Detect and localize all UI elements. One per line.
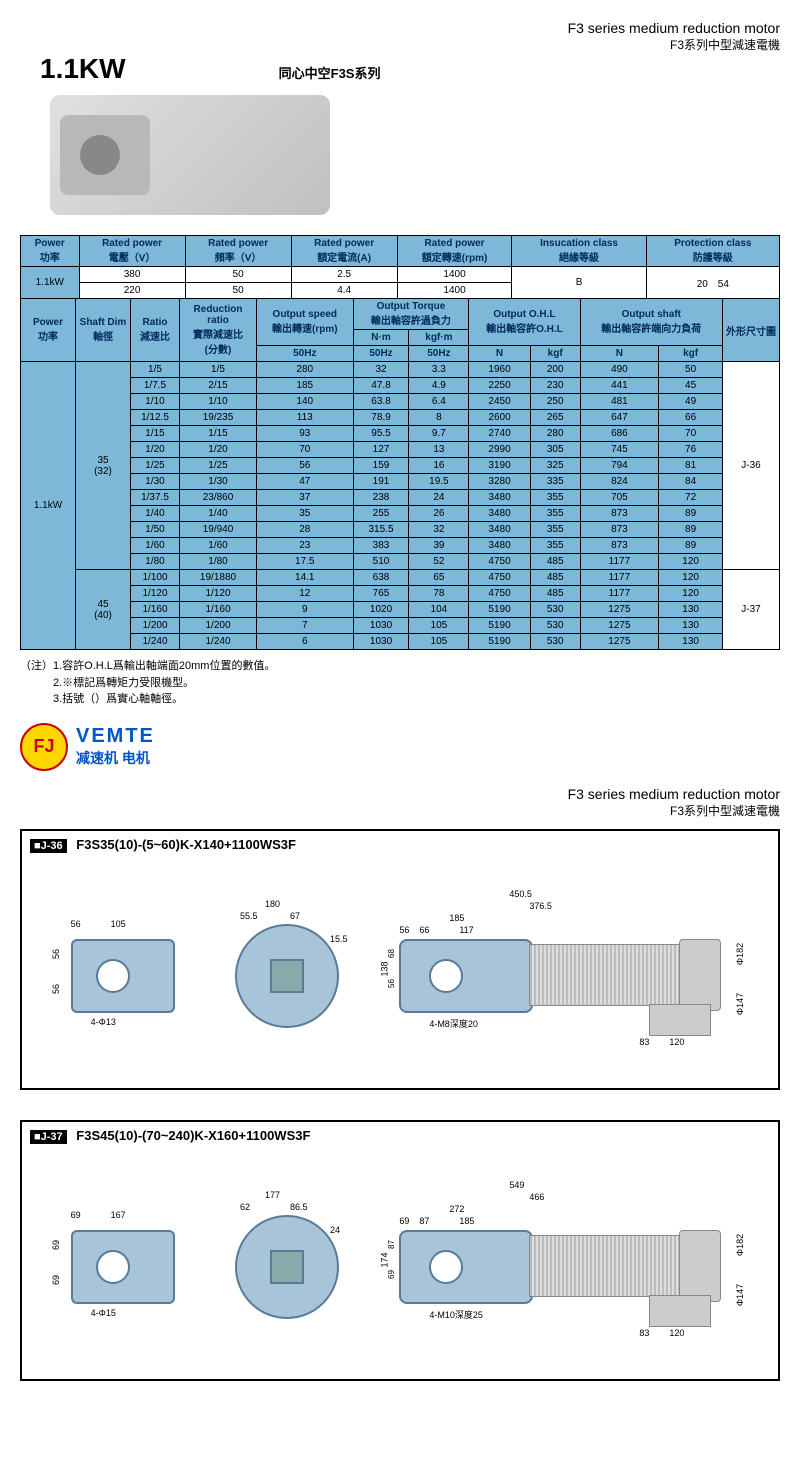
page-header-2: F3 series medium reduction motor F3系列中型減… xyxy=(20,786,780,819)
vemte-logo: FJ VEMTE 减速机 电机 xyxy=(20,723,780,771)
vemte-main: VEMTE xyxy=(76,725,155,748)
subtitle: 同心中空F3S系列 xyxy=(279,66,381,81)
rated-power-table: Power功率Rated power電壓（V）Rated power頻率（V）R… xyxy=(20,235,780,299)
kw-title: 1.1KW xyxy=(40,53,126,84)
series-cn: F3系列中型減速電機 xyxy=(568,36,780,53)
series-title: F3 series medium reduction motor F3系列中型減… xyxy=(568,20,780,53)
diagram-box: ■J-37 F3S45(10)-(70~240)K-X160+1100WS3F6… xyxy=(20,1120,780,1381)
vemte-icon: FJ xyxy=(20,723,68,771)
diagram-content: 5610556564-Φ1318055.56715.5450.5376.5185… xyxy=(26,854,774,1084)
table-header: Insucation class絕緣等級 xyxy=(512,236,646,267)
vemte-sub: 减速机 电机 xyxy=(76,748,155,768)
table-header: Rated power電壓（V） xyxy=(79,236,185,267)
product-photo xyxy=(50,95,330,215)
power-cell: 1.1kW xyxy=(21,267,80,299)
table-header: Rated power額定轉速(rpm) xyxy=(397,236,512,267)
notes: （注）1.容許O.H.L爲輸出軸端面20mm位置的數值。 2.※標記爲轉矩力受限… xyxy=(20,658,780,708)
series-en: F3 series medium reduction motor xyxy=(568,20,780,36)
diagram-content: 6916769694-Φ151776286.524549466272185876… xyxy=(26,1145,774,1375)
diagram-header: ■J-37 F3S45(10)-(70~240)K-X160+1100WS3F xyxy=(26,1126,774,1145)
spec-table: Power功率 Shaft Dim軸徑 Ratio減速比 Reduction r… xyxy=(20,298,780,650)
table-header: Rated power額定電流(A) xyxy=(291,236,397,267)
table-header: Power功率 xyxy=(21,236,80,267)
table-header: Rated power頻率（V） xyxy=(185,236,291,267)
diagram-header: ■J-36 F3S35(10)-(5~60)K-X140+1100WS3F xyxy=(26,835,774,854)
table-header: Protection class防護等級 xyxy=(646,236,779,267)
page-header: F3 series medium reduction motor F3系列中型減… xyxy=(20,20,780,53)
diagram-box: ■J-36 F3S35(10)-(5~60)K-X140+1100WS3F561… xyxy=(20,829,780,1090)
